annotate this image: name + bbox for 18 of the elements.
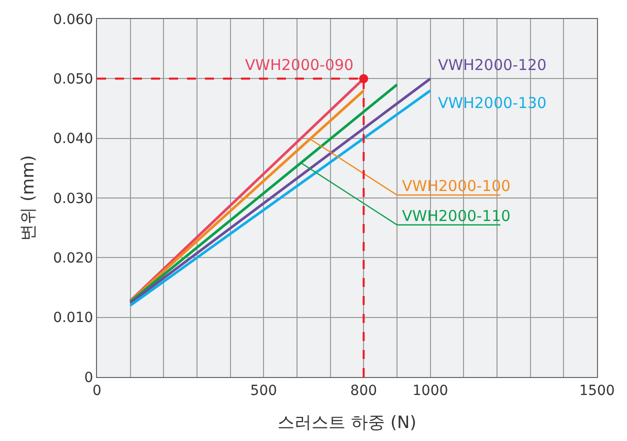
y-tick-label: 0	[84, 370, 94, 386]
y-axis-title: 변위 (mm)	[18, 155, 39, 241]
series-label: VWH2000-120	[438, 56, 547, 74]
series-label: VWH2000-130	[438, 94, 547, 112]
text: VWH2000-110	[402, 207, 511, 225]
x-tick-label: 800	[350, 382, 378, 399]
x-tick-label: 500	[250, 382, 278, 399]
x-tick-label: 1000	[412, 382, 448, 399]
y-tick-label: 0.060	[53, 12, 94, 28]
text: VWH2000-100	[402, 177, 511, 195]
y-tick-label: 0.040	[53, 131, 94, 148]
y-tick-label: 0.020	[53, 250, 94, 267]
y-tick-label: 0.050	[53, 72, 94, 88]
x-axis-title: 스러스트 하중 (N)	[278, 413, 416, 434]
x-tick-label: 1500	[579, 382, 615, 399]
y-tick-label: 0.030	[53, 190, 94, 207]
y-tick-label: 0.010	[53, 310, 94, 326]
series-label: VWH2000-090	[245, 56, 354, 74]
